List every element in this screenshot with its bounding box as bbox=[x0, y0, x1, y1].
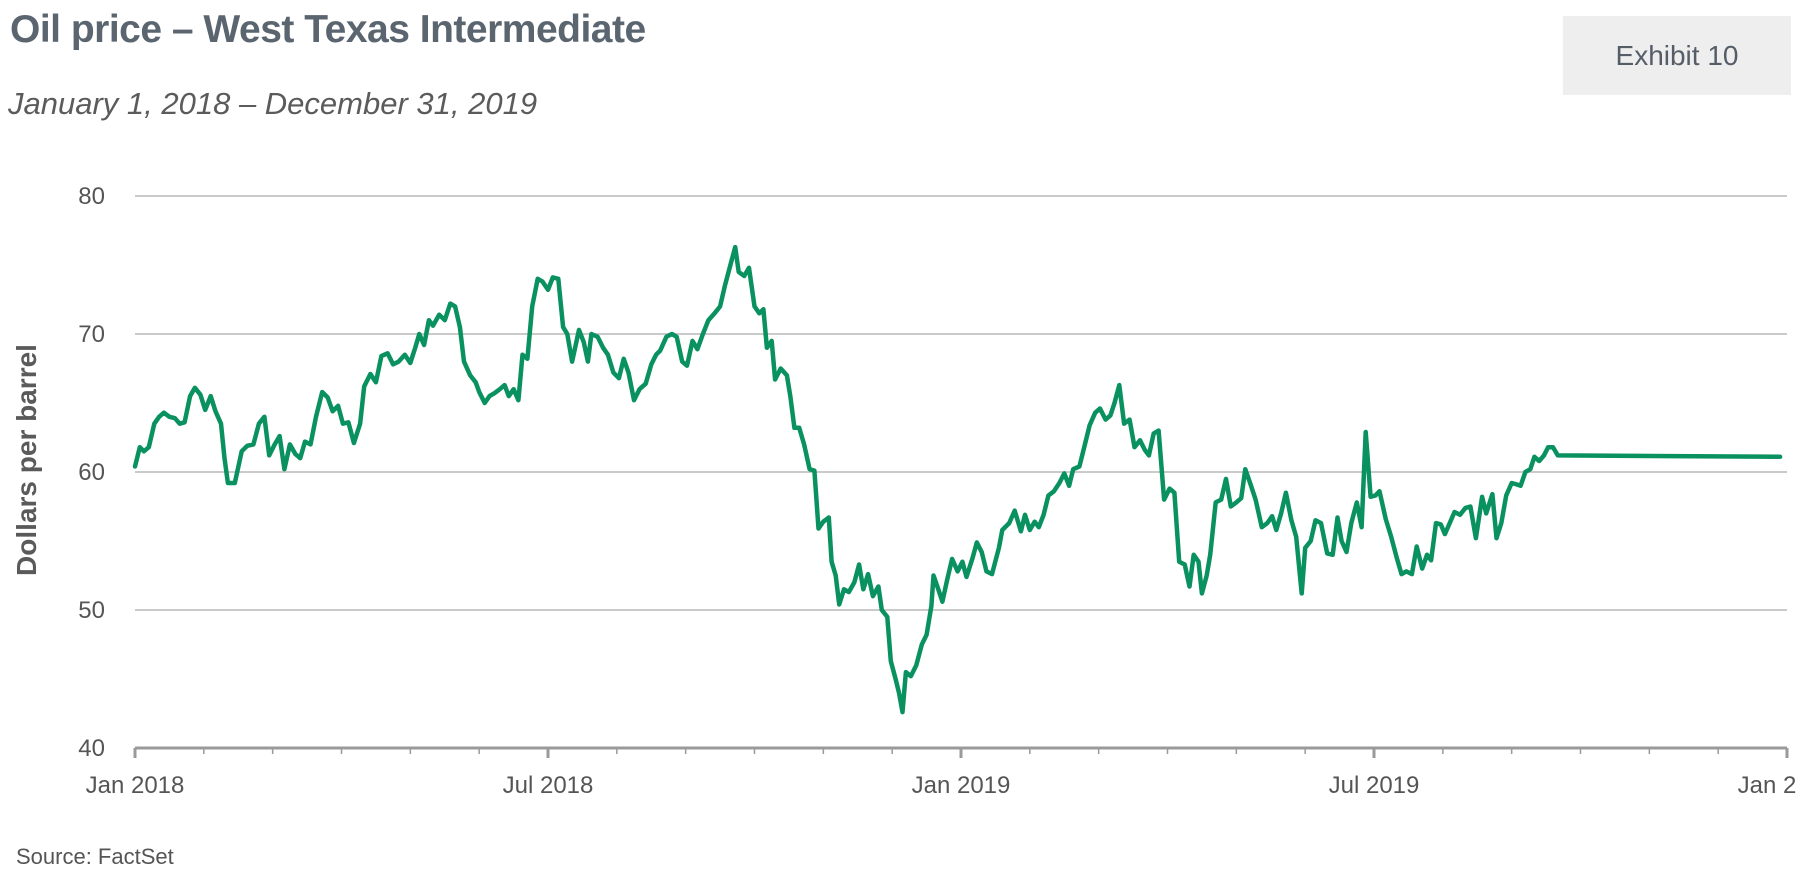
y-tick-70: 70 bbox=[78, 321, 105, 348]
x-axis bbox=[133, 746, 1789, 758]
x-tick-jul-2019: Jul 2019 bbox=[1329, 772, 1420, 799]
chart-title: Oil price – West Texas Intermediate bbox=[10, 8, 646, 51]
series-line-wti bbox=[132, 244, 1783, 715]
source-note: Source: FactSet bbox=[16, 844, 174, 869]
y-tick-labels: 40 50 60 70 80 bbox=[78, 183, 105, 762]
x-tick-labels: Jan 2018 Jul 2018 Jan 2019 Jul 2019 Jan 2020 bbox=[86, 772, 1797, 799]
y-axis-title: Dollars per barrel bbox=[11, 344, 42, 576]
x-tick-jul-2018: Jul 2018 bbox=[503, 772, 594, 799]
exhibit-label: Exhibit 10 bbox=[1615, 39, 1739, 71]
y-tick-80: 80 bbox=[78, 183, 105, 210]
x-tick-jan-2018: Jan 2018 bbox=[86, 772, 185, 799]
y-tick-40: 40 bbox=[78, 735, 105, 762]
grid-lines bbox=[135, 195, 1787, 611]
y-tick-50: 50 bbox=[78, 597, 105, 624]
x-tick-jan-2019: Jan 2019 bbox=[912, 772, 1011, 799]
x-tick-jan-2020: Jan 2020 bbox=[1738, 772, 1797, 799]
exhibit-badge: Exhibit 10 bbox=[1563, 16, 1791, 95]
chart-subtitle: January 1, 2018 – December 31, 2019 bbox=[8, 86, 538, 121]
y-tick-60: 60 bbox=[78, 459, 105, 486]
